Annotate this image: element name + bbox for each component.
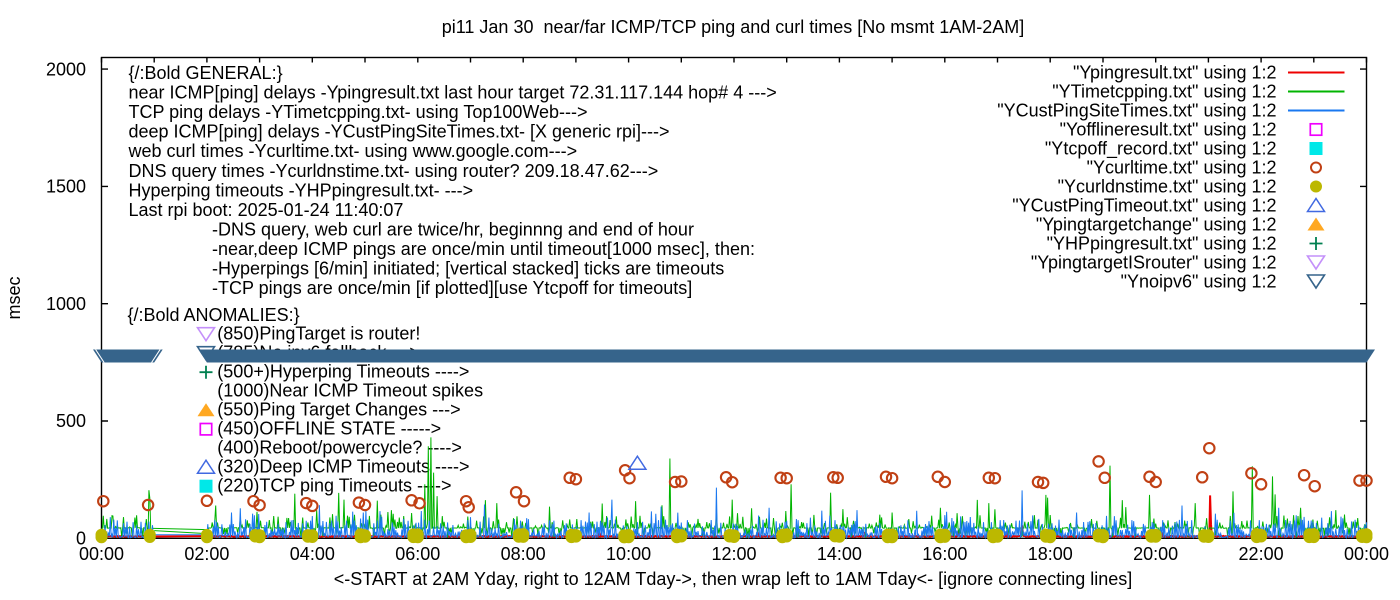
svg-text:"Ycurldnstime.txt" using 1:2: "Ycurldnstime.txt" using 1:2 [1058,177,1277,197]
svg-text:(1000)Near ICMP Timeout spikes: (1000)Near ICMP Timeout spikes [217,381,483,401]
svg-text:20:00: 20:00 [1133,544,1178,564]
svg-text:18:00: 18:00 [1028,544,1073,564]
svg-text:deep ICMP[ping] delays -YCustP: deep ICMP[ping] delays -YCustPingSiteTim… [129,122,670,142]
svg-text:1000: 1000 [46,294,86,314]
svg-text:500: 500 [56,411,86,431]
svg-text:{/:Bold ANOMALIES:}: {/:Bold ANOMALIES:} [128,305,300,325]
svg-text:pi11 Jan 30 near/far ICMP/TCP: pi11 Jan 30 near/far ICMP/TCP ping and c… [442,17,1025,37]
svg-text:msec: msec [4,276,24,319]
svg-text:14:00: 14:00 [817,544,862,564]
svg-text:-TCP pings are once/min [if pl: -TCP pings are once/min [if plotted][use… [212,278,692,298]
svg-text:22:00: 22:00 [1239,544,1284,564]
svg-text:TCP ping delays -YTimetcpping.: TCP ping delays -YTimetcpping.txt- using… [129,102,588,122]
svg-text:02:00: 02:00 [184,544,229,564]
svg-text:-Hyperpings [6/min] initiated;: -Hyperpings [6/min] initiated; [vertical… [212,259,724,279]
svg-text:<-START at 2AM Yday, right to: <-START at 2AM Yday, right to 12AM Tday-… [334,569,1133,589]
svg-text:(400)Reboot/powercycle? ---->: (400)Reboot/powercycle? ----> [217,438,462,458]
svg-text:Last rpi boot: 2025-01-24 11:4: Last rpi boot: 2025-01-24 11:40:07 [129,200,404,220]
svg-text:(550)Ping Target Changes --->: (550)Ping Target Changes ---> [217,400,460,420]
svg-text:web curl times -Ycurltime.txt-: web curl times -Ycurltime.txt- using www… [128,141,578,161]
svg-text:"YTimetcpping.txt" using 1:2: "YTimetcpping.txt" using 1:2 [1052,82,1276,102]
svg-text:"YCustPingSiteTimes.txt" using: "YCustPingSiteTimes.txt" using 1:2 [997,101,1276,121]
svg-text:06:00: 06:00 [395,544,440,564]
svg-text:(450)OFFLINE STATE ----->: (450)OFFLINE STATE -----> [217,419,441,439]
svg-text:00:00: 00:00 [1344,544,1389,564]
svg-text:"Ytcpoff_record.txt" using 1:2: "Ytcpoff_record.txt" using 1:2 [1045,139,1277,160]
svg-text:Hyperping timeouts -YHPpingres: Hyperping timeouts -YHPpingresult.txt- -… [129,180,474,200]
svg-text:(220)TCP ping Timeouts ---->: (220)TCP ping Timeouts ----> [217,476,451,496]
svg-text:"Ynoipv6" using 1:2: "Ynoipv6" using 1:2 [1121,272,1277,292]
svg-text:16:00: 16:00 [922,544,967,564]
svg-text:"YHPpingresult.txt" using 1:2: "YHPpingresult.txt" using 1:2 [1047,234,1277,254]
svg-text:DNS query times -Ycurldnstime.: DNS query times -Ycurldnstime.txt- using… [129,161,659,181]
svg-text:"YpingtargetISrouter" using 1:: "YpingtargetISrouter" using 1:2 [1031,253,1277,273]
svg-text:-DNS query, web curl are twice: -DNS query, web curl are twice/hr, begin… [212,219,694,239]
svg-text:"YCustPingTimeout.txt" using 1: "YCustPingTimeout.txt" using 1:2 [1012,196,1276,216]
svg-text:(320)Deep ICMP Timeouts ---->: (320)Deep ICMP Timeouts ----> [217,457,469,477]
svg-text:08:00: 08:00 [501,544,546,564]
svg-text:12:00: 12:00 [711,544,756,564]
svg-text:10:00: 10:00 [606,544,651,564]
svg-text:"Ycurltime.txt" using 1:2: "Ycurltime.txt" using 1:2 [1087,158,1277,178]
svg-text:"Ypingtargetchange" using 1:2: "Ypingtargetchange" using 1:2 [1036,215,1277,235]
svg-text:-near,deep ICMP pings are once: -near,deep ICMP pings are once/min until… [212,239,755,259]
svg-text:1500: 1500 [46,177,86,197]
svg-text:near ICMP[ping] delays -Ypingr: near ICMP[ping] delays -Ypingresult.txt … [129,83,777,103]
svg-text:"Yofflineresult.txt" using 1:2: "Yofflineresult.txt" using 1:2 [1060,120,1277,140]
svg-text:"Ypingresult.txt" using 1:2: "Ypingresult.txt" using 1:2 [1073,63,1277,83]
svg-text:04:00: 04:00 [290,544,335,564]
svg-text:00:00: 00:00 [79,544,124,564]
svg-text:0: 0 [76,529,86,549]
svg-text:2000: 2000 [46,59,86,79]
svg-text:{/:Bold GENERAL:}: {/:Bold GENERAL:} [129,63,283,83]
svg-text:(500+)Hyperping Timeouts ---->: (500+)Hyperping Timeouts ----> [217,362,469,382]
svg-text:(850)PingTarget is router!: (850)PingTarget is router! [217,324,420,344]
